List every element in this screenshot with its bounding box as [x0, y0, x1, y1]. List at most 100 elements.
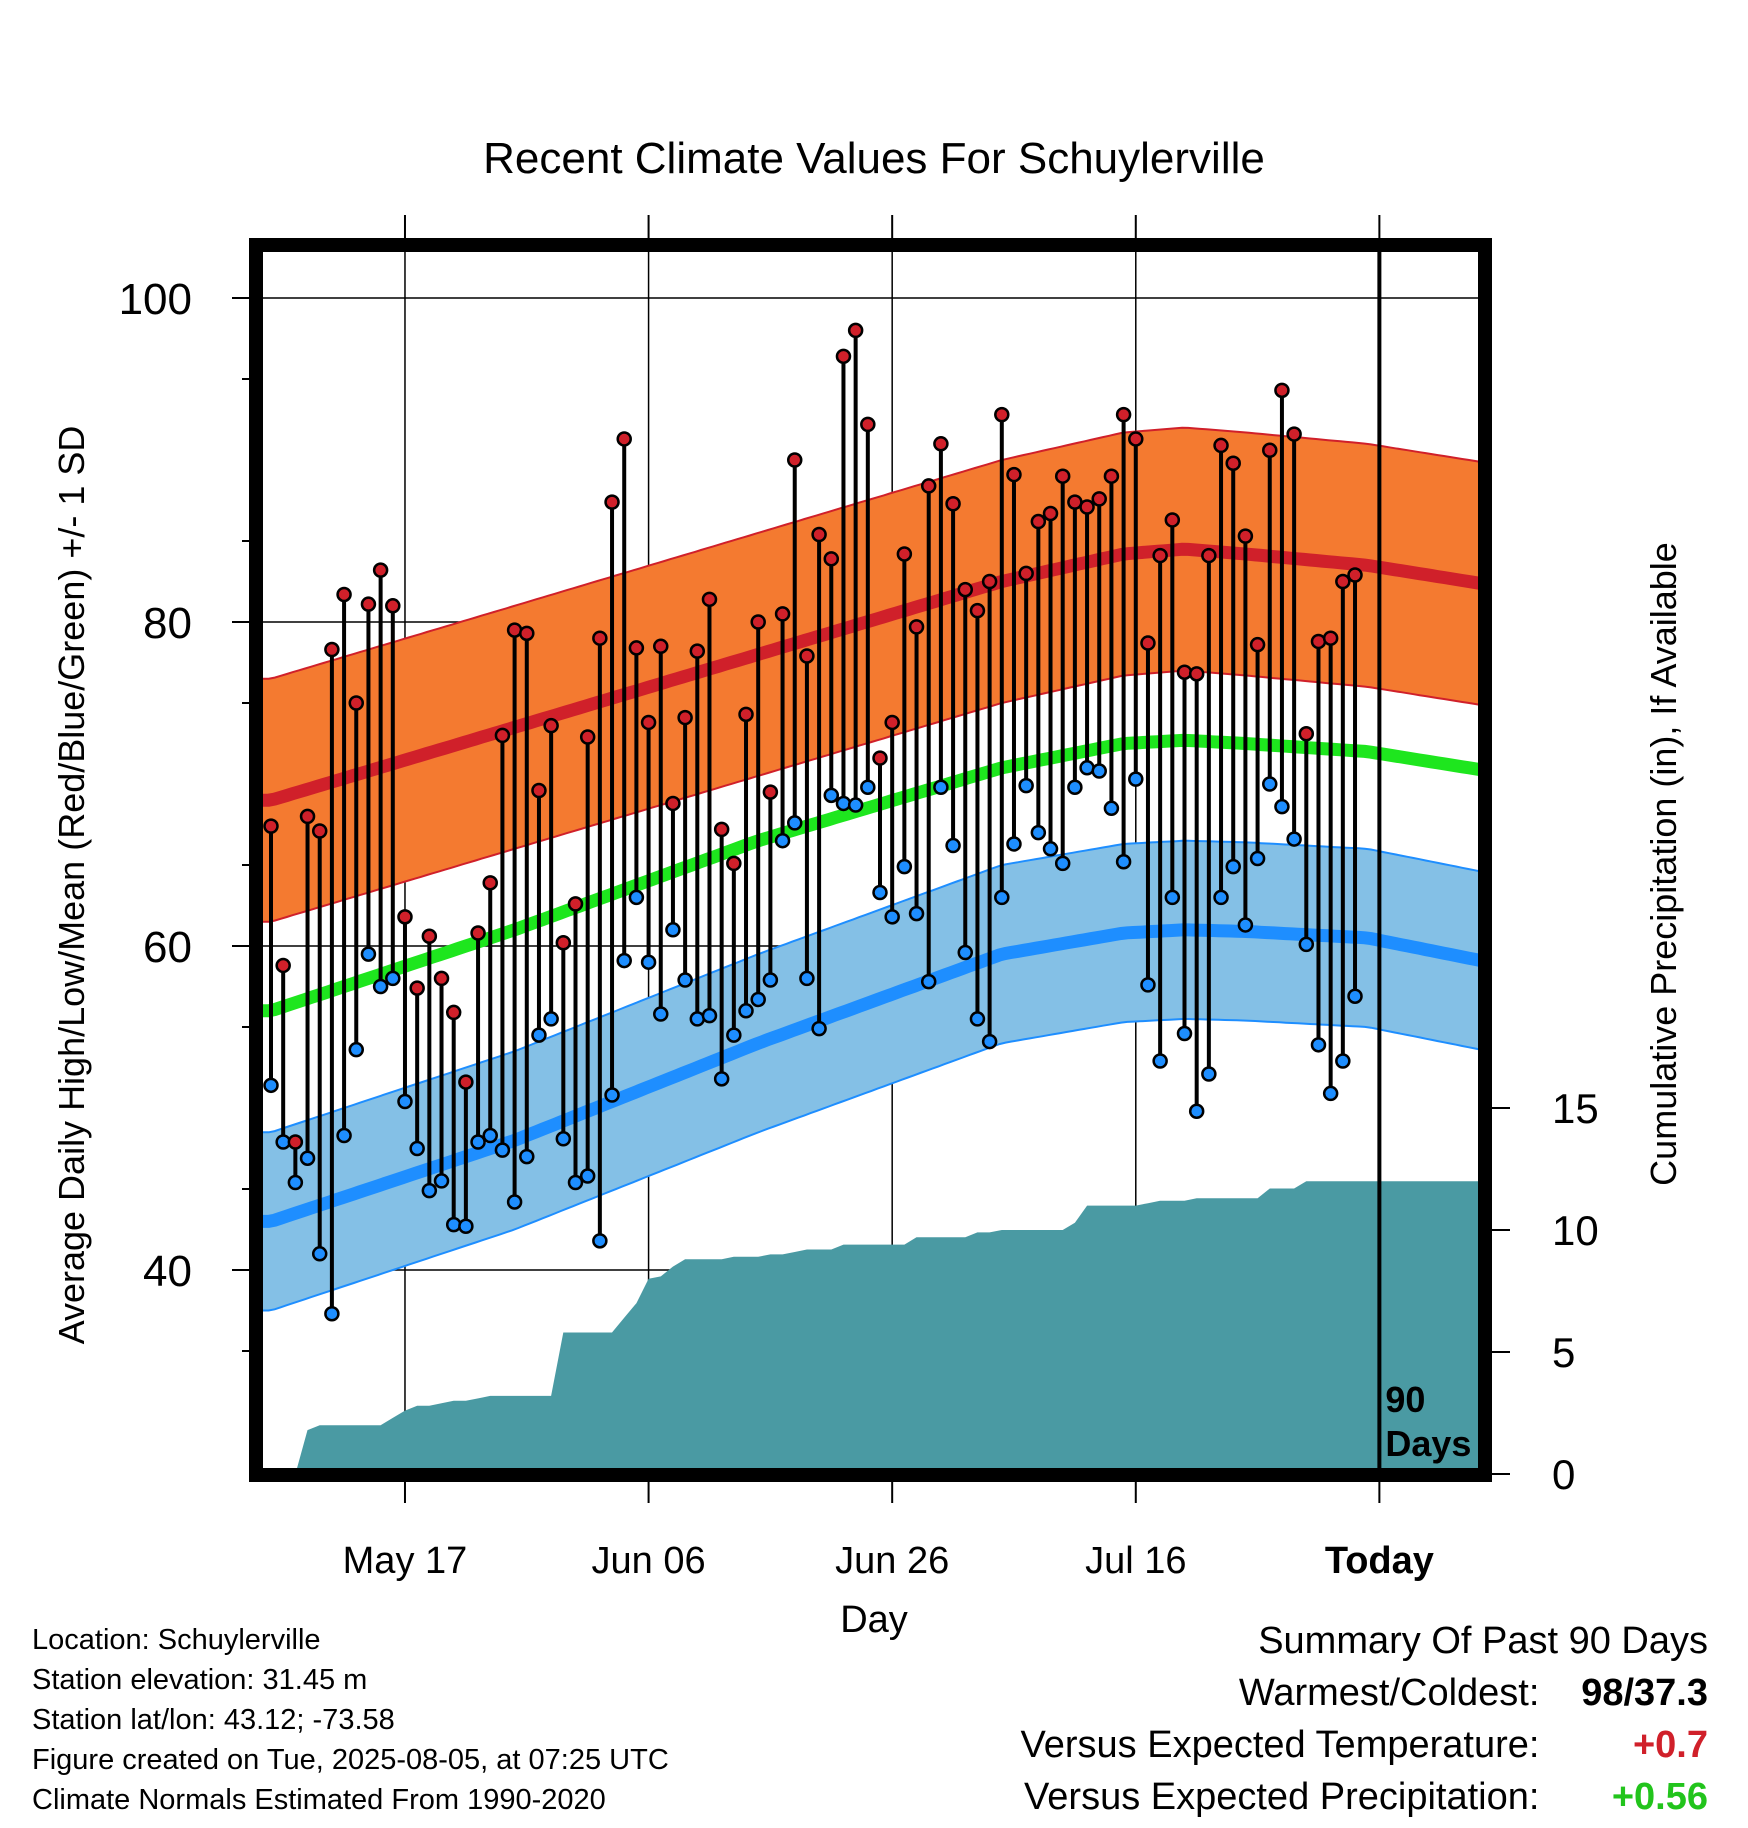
low-point	[299, 1150, 316, 1166]
low-point	[957, 944, 974, 961]
y-tick-label: 80	[143, 599, 192, 648]
low-point	[567, 1174, 584, 1191]
low-point	[1322, 1085, 1339, 1102]
y2-tick-label: 5	[1552, 1329, 1575, 1376]
low-point	[847, 797, 864, 813]
y-tick-label: 100	[119, 275, 192, 324]
high-point	[579, 729, 596, 745]
low-point	[713, 1071, 730, 1087]
low-point	[872, 884, 888, 901]
high-point	[896, 546, 913, 562]
low-point	[531, 1027, 547, 1043]
low-point	[653, 1006, 669, 1022]
low-point	[701, 1007, 718, 1024]
high-point	[458, 1074, 474, 1090]
low-point	[1335, 1053, 1351, 1069]
precipitation-area	[271, 1181, 1485, 1474]
low-point	[1128, 771, 1144, 787]
high-point	[299, 808, 316, 825]
chart-title: Recent Climate Values For Schuylerville	[483, 134, 1265, 183]
low-point	[1298, 936, 1315, 953]
low-point	[774, 832, 791, 849]
high-point	[324, 641, 340, 658]
low-point	[1103, 800, 1120, 817]
low-point	[421, 1182, 438, 1199]
low-point	[665, 922, 681, 938]
low-point	[385, 970, 401, 987]
high-point	[835, 348, 852, 365]
low-point	[1286, 831, 1302, 847]
low-point	[969, 1011, 986, 1027]
high-point	[701, 591, 718, 608]
high-point	[592, 630, 608, 646]
warm-cold-value: 98/37.3	[1581, 1672, 1708, 1714]
low-point	[1115, 854, 1132, 870]
low-point	[726, 1027, 742, 1043]
low-point	[555, 1131, 572, 1147]
low-point	[543, 1011, 559, 1027]
low-point	[482, 1127, 498, 1144]
temp-row: Versus Expected Temperature: +0.7	[1021, 1719, 1708, 1771]
low-point	[1006, 836, 1022, 852]
high-point	[482, 875, 498, 891]
low-point	[799, 970, 815, 987]
high-point	[713, 821, 730, 838]
precip-value: +0.56	[1611, 1776, 1708, 1818]
high-point	[1128, 431, 1144, 447]
high-point	[1188, 666, 1205, 682]
low-point	[409, 1140, 425, 1157]
high-point	[531, 782, 547, 799]
y-axis-label: Average Daily High/Low/Mean (Red/Blue/Gr…	[51, 426, 92, 1345]
high-point	[726, 855, 742, 872]
low-point	[1262, 776, 1278, 792]
high-point	[555, 935, 572, 951]
precip-row: Versus Expected Precipitation: +0.56	[1021, 1771, 1708, 1823]
low-point	[470, 1134, 486, 1150]
high-point	[677, 709, 693, 726]
low-point	[823, 787, 840, 804]
high-point	[1018, 565, 1034, 582]
low-point	[336, 1127, 352, 1144]
low-point	[1164, 889, 1181, 906]
low-point	[506, 1194, 523, 1210]
high-point	[823, 551, 840, 567]
low-point	[811, 1020, 827, 1037]
low-point	[433, 1173, 450, 1189]
warm-cold-label: Warmest/Coldest:	[1238, 1672, 1540, 1714]
low-point	[311, 1246, 328, 1262]
high-point	[1225, 455, 1241, 471]
low-point	[1067, 779, 1083, 795]
latlon-text: Station lat/lon: 43.12; -73.58	[32, 1704, 395, 1736]
high-point	[1286, 426, 1302, 442]
high-point	[275, 957, 291, 974]
low-point	[616, 952, 632, 969]
high-point	[263, 818, 279, 834]
high-point	[994, 406, 1010, 423]
high-point	[409, 980, 425, 996]
high-point	[1140, 635, 1156, 651]
high-point	[738, 706, 754, 723]
low-point	[762, 972, 779, 988]
low-point	[835, 795, 852, 812]
low-point	[920, 973, 937, 990]
high-point	[1213, 437, 1229, 454]
low-point	[519, 1148, 535, 1165]
low-point	[738, 1003, 754, 1019]
low-point	[1213, 889, 1229, 906]
high-point	[1054, 468, 1071, 484]
low-point	[1054, 855, 1071, 872]
high-point	[1115, 406, 1132, 423]
high-point	[653, 638, 669, 655]
low-point	[628, 889, 645, 906]
warmest-value: 98	[1581, 1672, 1624, 1714]
high-point	[1152, 547, 1168, 564]
created-text: Figure created on Tue, 2025-08-05, at 07…	[32, 1744, 669, 1776]
high-point	[945, 495, 961, 512]
elevation-text: Station elevation: 31.45 m	[32, 1664, 368, 1696]
high-point	[1249, 636, 1266, 653]
high-point	[433, 970, 450, 987]
high-point	[1201, 547, 1217, 564]
